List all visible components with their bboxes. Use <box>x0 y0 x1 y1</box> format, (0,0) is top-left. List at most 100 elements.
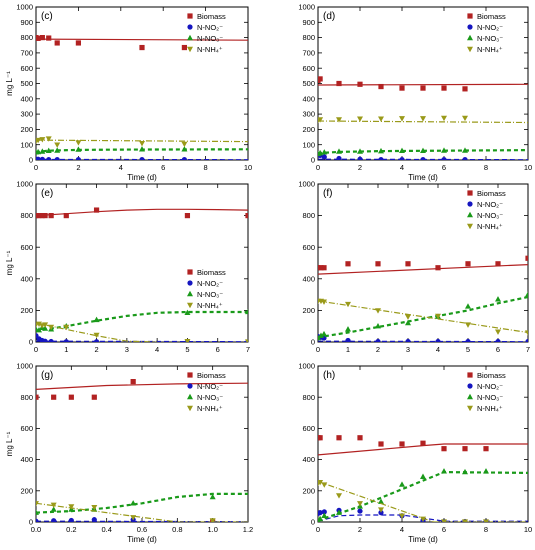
data-point-n-no2 <box>36 156 41 160</box>
panel-label: (e) <box>41 188 53 199</box>
data-point-n-nh4 <box>483 519 489 522</box>
data-point-biomass <box>42 213 48 219</box>
y-tick-label: 700 <box>302 49 315 58</box>
series-n-no3 <box>318 468 528 522</box>
data-point-n-no3 <box>39 148 46 154</box>
data-point-n-nh4 <box>45 136 52 142</box>
series-n-no3 <box>318 147 528 157</box>
data-point-n-no2 <box>345 337 351 342</box>
data-point-n-no2 <box>48 338 54 342</box>
legend-marker <box>467 211 473 218</box>
data-point-n-no3 <box>36 148 42 155</box>
y-tick-label: 1000 <box>16 362 33 371</box>
legend-marker <box>467 201 473 207</box>
data-point-n-no3 <box>318 334 321 341</box>
data-point-n-no3 <box>465 303 471 309</box>
data-point-n-no2 <box>321 509 327 515</box>
data-point-biomass <box>420 85 426 91</box>
data-point-n-no2 <box>51 518 57 522</box>
data-point-n-no2 <box>525 338 528 342</box>
data-point-biomass <box>357 435 363 441</box>
y-tick-label: 500 <box>302 79 315 88</box>
legend-entry: N-NO₂⁻ <box>477 200 503 209</box>
data-point-n-nh4 <box>375 308 381 314</box>
fit-line-biomass <box>36 38 248 41</box>
legend-marker <box>467 223 473 230</box>
fit-line-biomass <box>36 382 248 390</box>
data-point-n-no3 <box>420 147 426 154</box>
legend-marker <box>187 24 193 30</box>
x-tick-label: 7 <box>246 345 250 354</box>
data-point-n-nh4 <box>42 322 49 328</box>
data-point-n-no2 <box>36 518 39 522</box>
data-point-biomass <box>139 44 145 51</box>
data-point-n-nh4 <box>336 117 342 123</box>
x-tick-label: 0.4 <box>101 525 111 534</box>
legend-marker <box>187 405 193 412</box>
x-tick-label: 5 <box>466 345 470 354</box>
x-tick-label: 2 <box>94 345 98 354</box>
y-tick-label: 200 <box>302 486 315 495</box>
data-point-n-no2 <box>336 155 342 160</box>
data-point-biomass <box>36 394 39 400</box>
legend: Biomass N-NO₂⁻ N-NO₃⁻ N-NH₄⁺ <box>187 12 226 54</box>
data-point-n-no3 <box>36 326 43 333</box>
data-point-biomass <box>318 76 323 82</box>
data-point-biomass <box>181 44 187 51</box>
y-tick-label: 400 <box>20 274 33 283</box>
series-n-nh4 <box>36 501 248 522</box>
y-tick-label: 500 <box>20 79 33 88</box>
y-axis-label: mg L⁻¹ <box>5 71 14 96</box>
data-point-biomass <box>318 265 324 271</box>
data-point-n-nh4 <box>36 322 39 328</box>
series-n-nh4 <box>318 298 528 336</box>
legend-entry: Biomass <box>477 189 506 198</box>
series-biomass <box>318 255 528 275</box>
chart-panel-3: 0 1 2 3 4 5 6 7 0 200 400 600 800 1000 (f) Biomass N-NO₂… <box>298 180 530 354</box>
series-n-nh4 <box>318 480 528 522</box>
data-point-n-no3 <box>42 325 49 331</box>
x-tick-label: 4 <box>155 345 159 354</box>
legend-entry: Biomass <box>197 268 226 277</box>
fit-line-n-nh4 <box>36 502 248 522</box>
data-point-n-no3 <box>495 296 501 302</box>
fit-line-biomass <box>318 83 528 86</box>
y-tick-label: 600 <box>20 64 33 73</box>
x-tick-label: 0.2 <box>66 525 76 534</box>
data-point-n-no3 <box>441 468 447 474</box>
data-point-n-no3 <box>318 515 324 522</box>
y-tick-label: 600 <box>302 424 315 433</box>
chart-panel-2: 0 1 2 3 4 5 6 7 0 200 400 600 800 1000 mg L⁻¹ (e) Biomas… <box>5 180 250 354</box>
y-tick-label: 1000 <box>16 3 33 12</box>
series-n-nh4 <box>36 136 248 148</box>
y-tick-label: 400 <box>302 455 315 464</box>
data-point-biomass <box>75 40 81 46</box>
data-point-n-no2 <box>75 156 81 160</box>
data-point-n-nh4 <box>405 314 411 320</box>
x-tick-label: 4 <box>119 163 123 172</box>
data-point-biomass <box>39 213 45 219</box>
y-tick-label: 900 <box>302 18 315 27</box>
data-point-n-no2 <box>91 517 97 522</box>
data-point-n-nh4 <box>39 137 46 143</box>
data-point-n-no3 <box>321 512 328 518</box>
data-point-n-nh4 <box>130 515 137 521</box>
data-point-n-no3 <box>336 148 342 154</box>
legend-marker <box>187 13 193 19</box>
legend-entry: N-NO₃⁻ <box>197 34 223 43</box>
legend-marker <box>187 393 193 400</box>
legend-entry: Biomass <box>197 12 226 21</box>
x-tick-label: 8 <box>484 163 488 172</box>
x-tick-label: 6 <box>216 345 220 354</box>
plot-area <box>318 435 528 522</box>
data-point-biomass <box>245 213 248 219</box>
legend-entry: N-NO₃⁻ <box>477 211 503 220</box>
x-tick-label: 6 <box>496 345 500 354</box>
data-point-n-no3 <box>54 147 61 153</box>
panel-label: (c) <box>41 11 53 22</box>
legend-marker <box>467 13 473 19</box>
data-point-n-nh4 <box>357 116 363 122</box>
legend-entry: N-NO₂⁻ <box>197 23 223 32</box>
plot-frame <box>35 183 249 343</box>
plot-area <box>318 76 528 160</box>
